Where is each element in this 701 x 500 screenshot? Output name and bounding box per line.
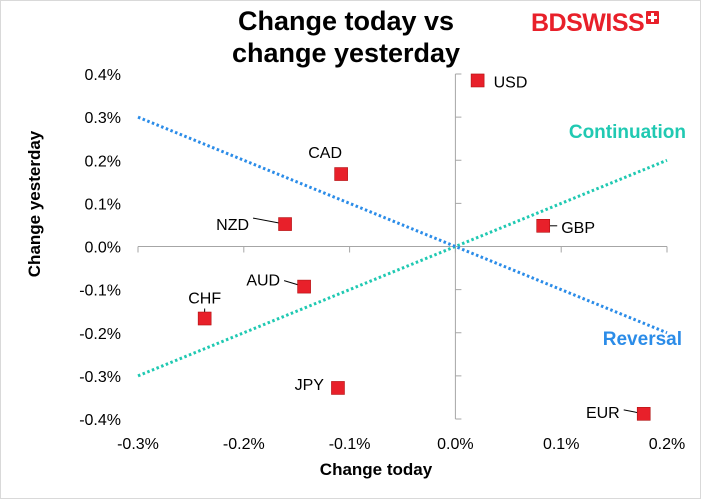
y-tick-label: 0.3% bbox=[85, 110, 121, 127]
y-tick-label: -0.1% bbox=[79, 283, 121, 300]
y-tick-label: -0.2% bbox=[79, 326, 121, 343]
reversal-line bbox=[137, 115, 668, 335]
point-label-jpy: JPY bbox=[295, 377, 325, 394]
chart-title-line1: Change today vs bbox=[237, 6, 455, 36]
swiss-cross-icon bbox=[646, 10, 660, 24]
x-tick-label: -0.3% bbox=[117, 436, 159, 453]
point-label-nzd: NZD bbox=[216, 217, 249, 234]
data-point-gbp bbox=[536, 219, 551, 233]
y-tick-label: 0.4% bbox=[85, 67, 121, 84]
data-point-aud bbox=[297, 279, 311, 294]
reversal-annotation: Reversal bbox=[603, 329, 682, 350]
x-tick-label: 0.1% bbox=[543, 436, 579, 453]
point-label-cad: CAD bbox=[308, 145, 342, 162]
chart-title-line2: change yesterday bbox=[231, 38, 461, 68]
x-tick-label: 0.2% bbox=[649, 436, 685, 453]
logo-text: BDSWISS bbox=[531, 8, 645, 37]
data-point-cad bbox=[334, 167, 348, 181]
data-point-jpy bbox=[331, 381, 345, 395]
y-tick-label: 0.1% bbox=[85, 196, 121, 213]
chart-title: Change today vs change yesterday bbox=[196, 5, 496, 69]
data-point-eur bbox=[636, 407, 651, 421]
continuation-line bbox=[137, 158, 668, 378]
y-tick-label: -0.4% bbox=[79, 412, 121, 429]
point-label-gbp: GBP bbox=[561, 220, 595, 237]
point-label-chf: CHF bbox=[188, 291, 221, 308]
y-tick-label: 0.0% bbox=[85, 240, 121, 257]
x-tick-label: 0.0% bbox=[437, 436, 473, 453]
data-point-nzd bbox=[278, 217, 292, 231]
y-axis-title: Change yesterday bbox=[25, 130, 44, 277]
x-tick-label: -0.1% bbox=[329, 436, 371, 453]
point-label-usd: USD bbox=[494, 74, 528, 91]
x-tick-label: -0.2% bbox=[223, 436, 265, 453]
bdswiss-logo: BDSWISS bbox=[531, 7, 660, 39]
continuation-annotation: Continuation bbox=[569, 122, 686, 143]
point-label-aud: AUD bbox=[246, 273, 280, 290]
point-label-eur: EUR bbox=[586, 405, 620, 422]
data-point-chf bbox=[197, 311, 212, 326]
data-point-usd bbox=[470, 73, 485, 88]
x-axis-title: Change today bbox=[320, 460, 433, 479]
y-tick-label: -0.3% bbox=[79, 369, 121, 386]
y-tick-label: 0.2% bbox=[85, 153, 121, 170]
